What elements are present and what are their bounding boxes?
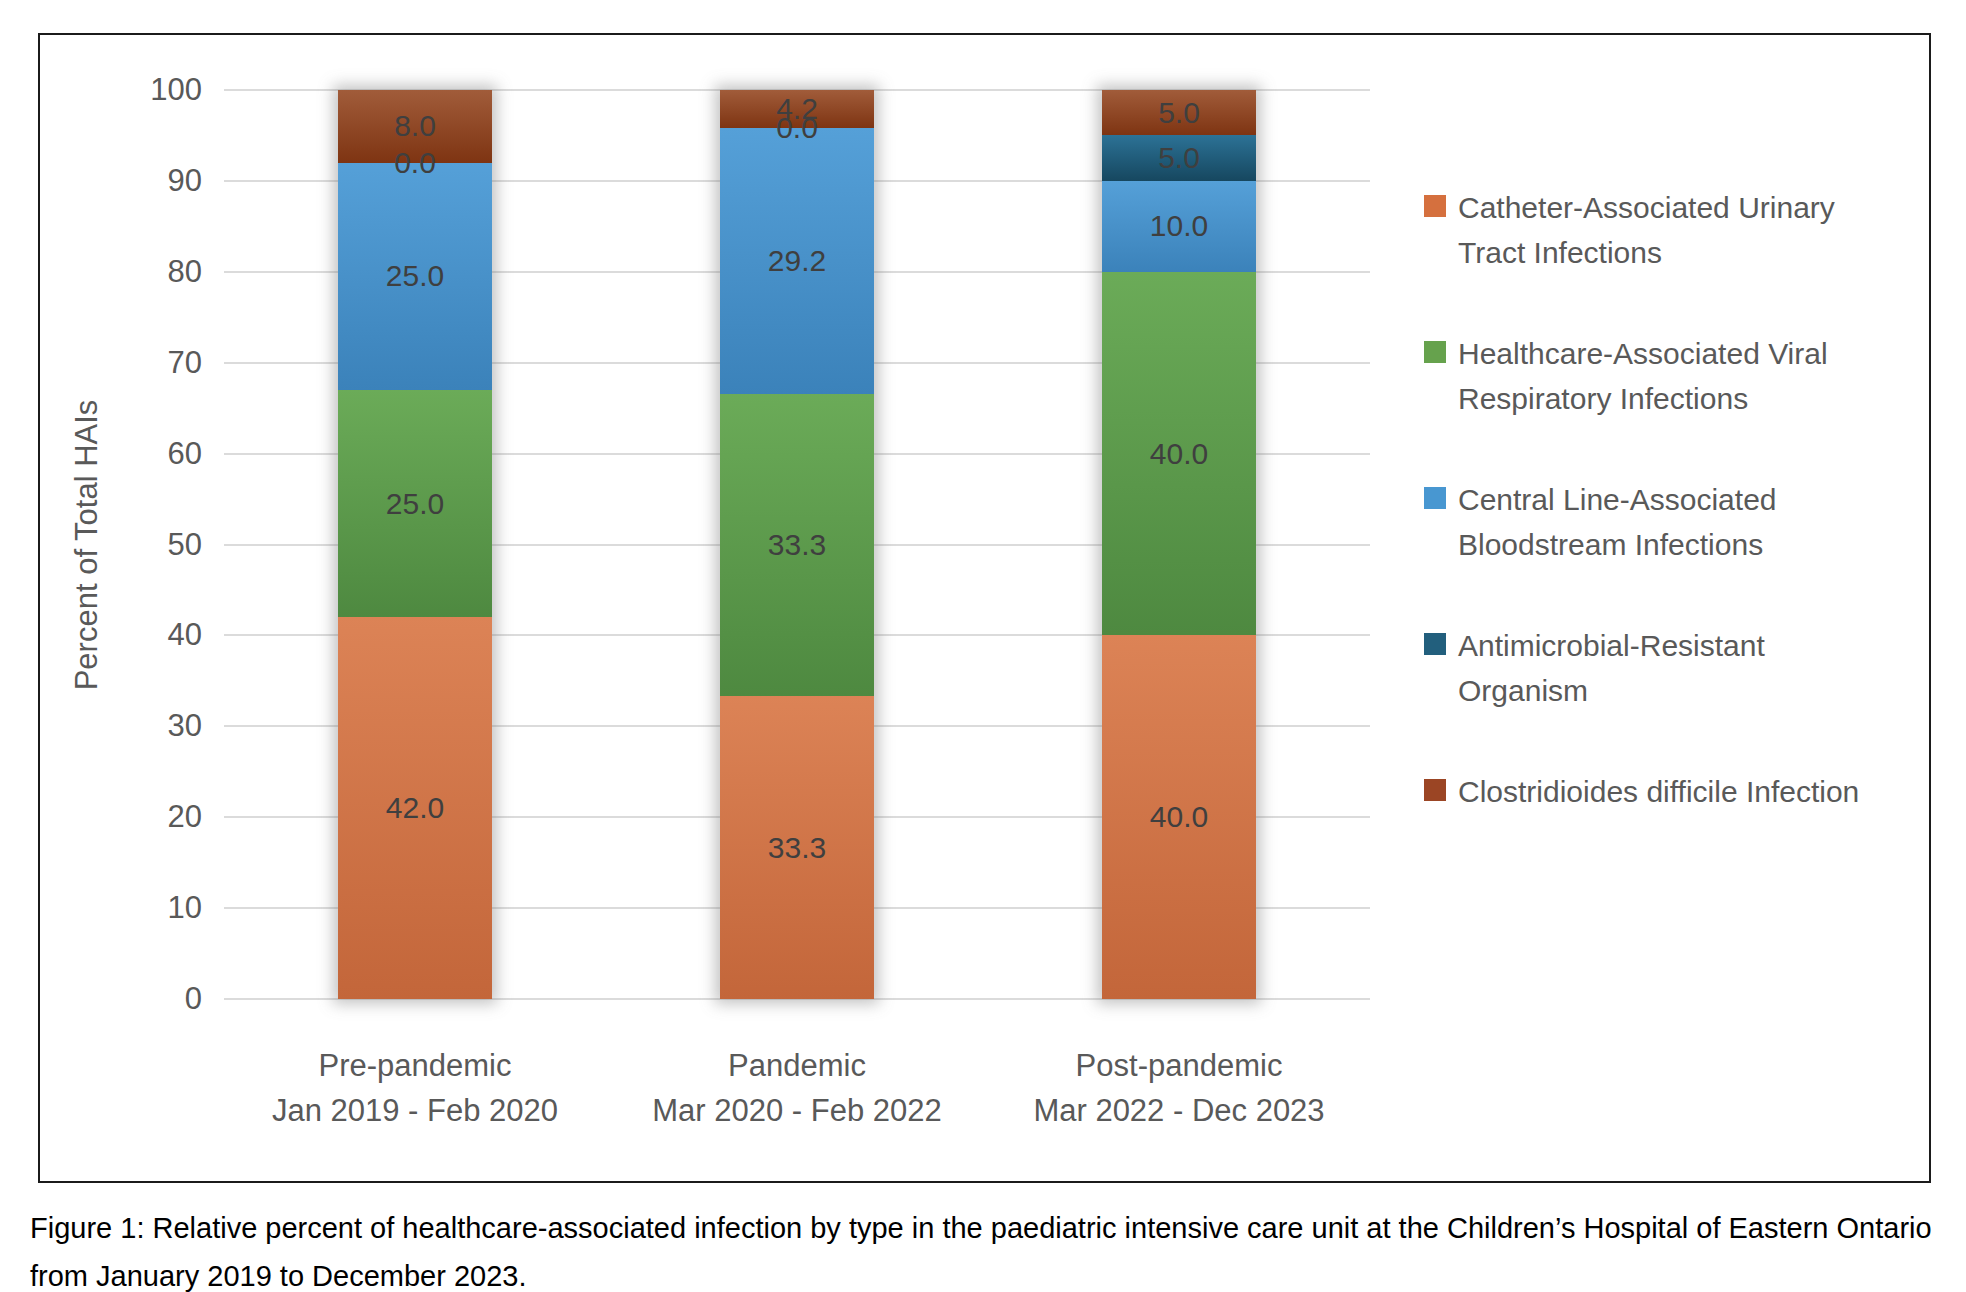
legend-item: Central Line-AssociatedBloodstream Infec…: [1424, 477, 1859, 567]
data-label: 33.3: [720, 524, 874, 566]
data-label: 29.2: [720, 240, 874, 282]
data-label: 4.2: [720, 88, 874, 130]
x-category-sublabel: Mar 2020 - Feb 2022: [606, 1088, 988, 1133]
figure-box: Percent of Total HAIs 010203040506070809…: [38, 33, 1931, 1183]
stacked-bar-pandemic: 33.333.329.20.04.2: [720, 90, 874, 999]
data-label: 0.0: [338, 142, 492, 184]
data-label: 5.0: [1102, 92, 1256, 134]
data-label: 5.0: [1102, 137, 1256, 179]
x-axis-label-group: Post-pandemicMar 2022 - Dec 2023: [988, 1043, 1370, 1133]
x-category-label: Post-pandemic: [988, 1043, 1370, 1088]
y-tick-label: 50: [72, 524, 202, 566]
legend-swatch-icon: [1424, 195, 1446, 217]
legend-swatch-icon: [1424, 633, 1446, 655]
data-label: 25.0: [338, 255, 492, 297]
y-tick-label: 90: [72, 160, 202, 202]
legend-item: Catheter-Associated UrinaryTract Infecti…: [1424, 185, 1859, 275]
x-category-label: Pre-pandemic: [224, 1043, 606, 1088]
x-axis-label-group: Pre-pandemicJan 2019 - Feb 2020: [224, 1043, 606, 1133]
legend-item: Clostridioides difficile Infection: [1424, 769, 1859, 814]
legend-label: Healthcare-Associated ViralRespiratory I…: [1458, 331, 1828, 421]
legend-label: Catheter-Associated UrinaryTract Infecti…: [1458, 185, 1835, 275]
legend-item: Healthcare-Associated ViralRespiratory I…: [1424, 331, 1859, 421]
x-category-sublabel: Jan 2019 - Feb 2020: [224, 1088, 606, 1133]
y-tick-label: 20: [72, 796, 202, 838]
legend-label: Clostridioides difficile Infection: [1458, 769, 1859, 814]
y-tick-label: 80: [72, 251, 202, 293]
y-tick-label: 70: [72, 342, 202, 384]
data-label: 10.0: [1102, 205, 1256, 247]
stacked-bar-post-pandemic: 40.0 40.0 10.0 5.05.0: [1102, 90, 1256, 999]
y-tick-label: 30: [72, 705, 202, 747]
y-tick-label: 10: [72, 887, 202, 929]
data-label: 25.0: [338, 483, 492, 525]
legend-swatch-icon: [1424, 487, 1446, 509]
stacked-bar-pre-pandemic: 42.0 25.0 25.0 0.08.0: [338, 90, 492, 999]
x-category-label: Pandemic: [606, 1043, 988, 1088]
legend-label: Central Line-AssociatedBloodstream Infec…: [1458, 477, 1777, 567]
x-category-sublabel: Mar 2022 - Dec 2023: [988, 1088, 1370, 1133]
chart-canvas: Percent of Total HAIs 010203040506070809…: [0, 0, 1966, 1292]
data-label: 8.0: [338, 105, 492, 147]
legend-item: Antimicrobial-ResistantOrganism: [1424, 623, 1859, 713]
y-tick-label: 0: [72, 978, 202, 1020]
data-label: 40.0: [1102, 796, 1256, 838]
y-tick-label: 100: [72, 69, 202, 111]
y-tick-label: 60: [72, 433, 202, 475]
plot-area: 42.0 25.0 25.0 0.08.0 33.3 33.3 29.2 0.0 4.2 40.0…: [224, 90, 1370, 999]
data-label: 40.0: [1102, 433, 1256, 475]
figure-caption: Figure 1: Relative percent of healthcare…: [30, 1204, 1944, 1292]
legend-swatch-icon: [1424, 779, 1446, 801]
data-label: 33.3: [720, 827, 874, 869]
x-axis-label-group: PandemicMar 2020 - Feb 2022: [606, 1043, 988, 1133]
legend-label: Antimicrobial-ResistantOrganism: [1458, 623, 1765, 713]
legend-swatch-icon: [1424, 341, 1446, 363]
data-label: 42.0: [338, 787, 492, 829]
y-tick-label: 40: [72, 614, 202, 656]
legend: Catheter-Associated UrinaryTract Infecti…: [1424, 185, 1859, 814]
